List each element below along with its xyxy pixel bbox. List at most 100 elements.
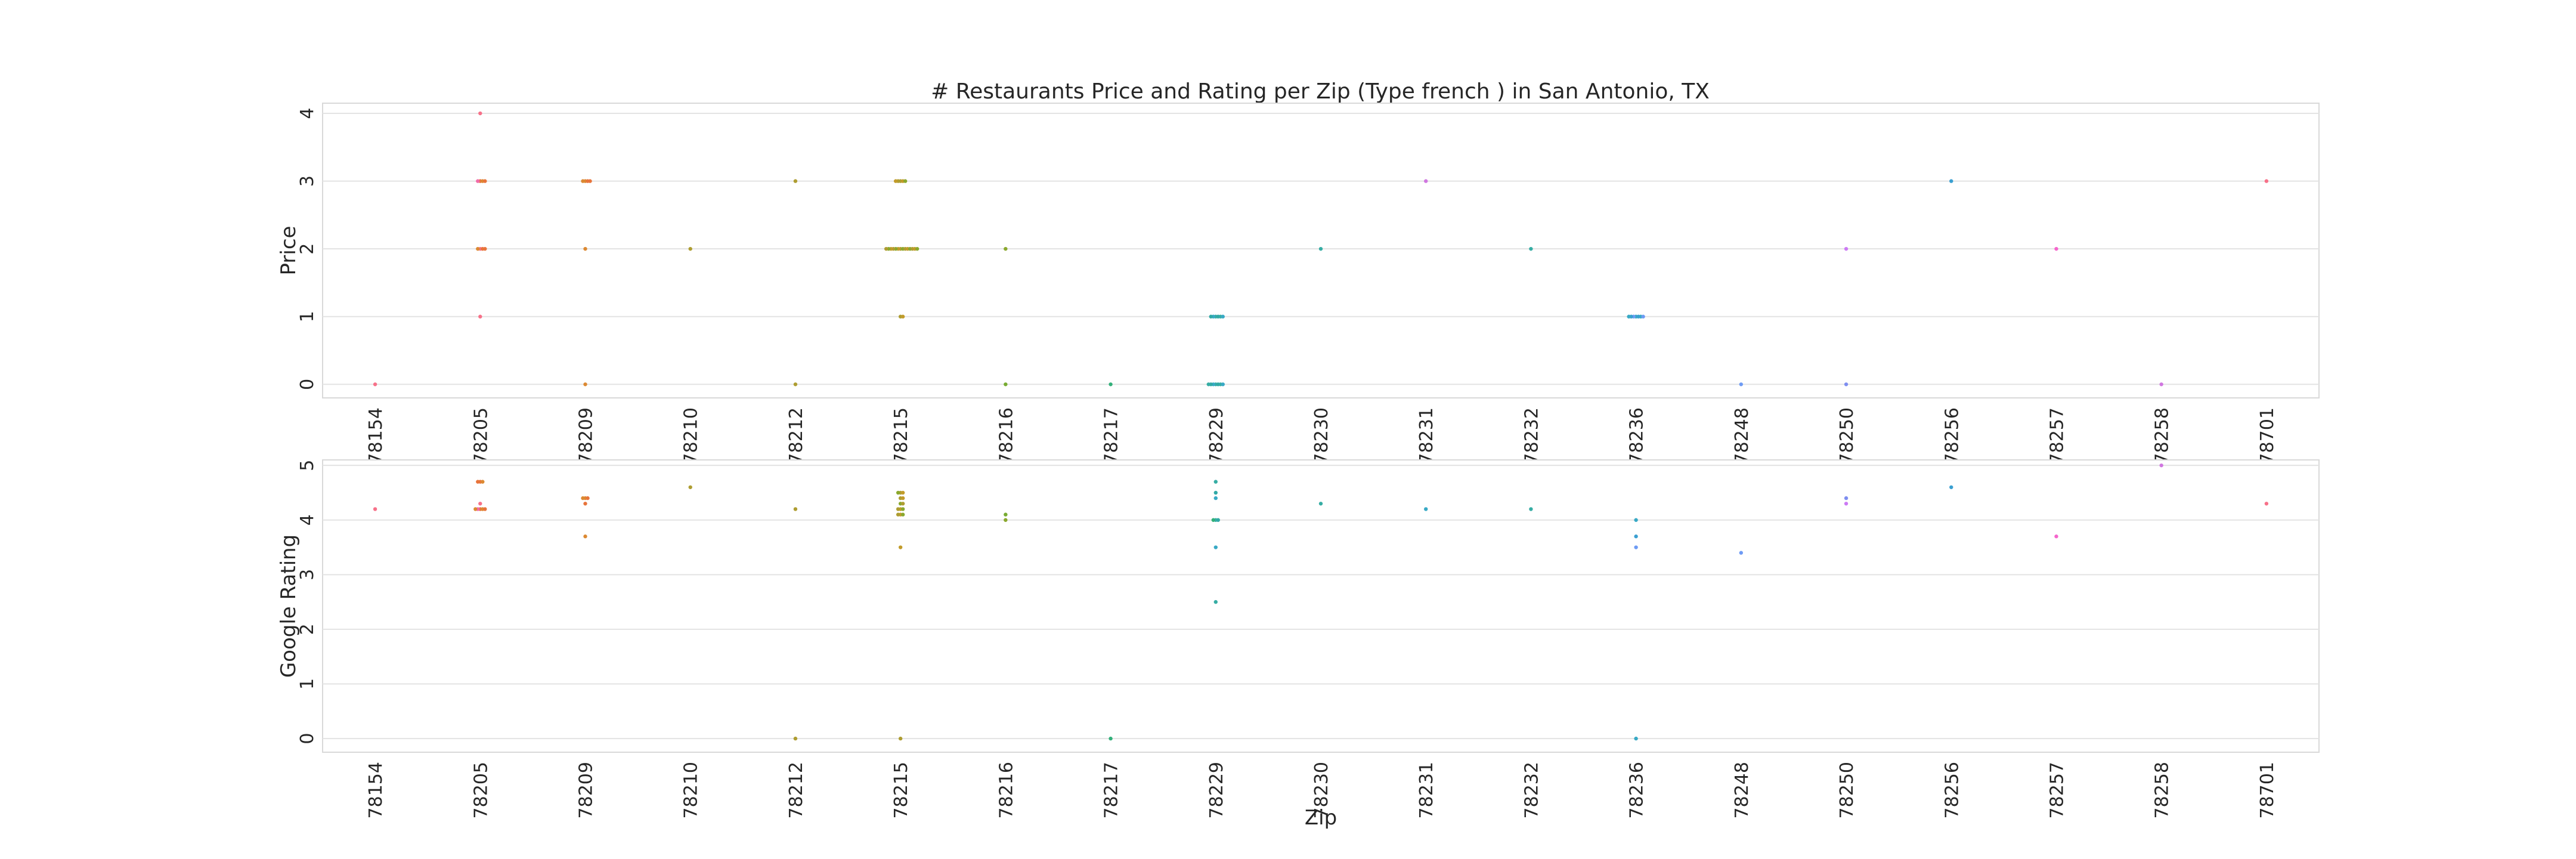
data-point [478,314,482,319]
data-point [1634,736,1638,741]
y-tick-label: 1 [297,311,318,322]
y-tick-label: 2 [297,623,318,635]
x-tick-label: 78258 [2152,762,2173,818]
data-point [900,512,905,517]
data-point [900,314,905,319]
x-tick-label: 78205 [470,762,491,818]
data-point [1004,246,1008,251]
x-tick-label: 78248 [1732,407,1753,464]
x-tick-label: 78236 [1627,407,1648,464]
x-tick-label: 78209 [576,762,597,818]
data-point [1216,518,1220,522]
data-point [2159,382,2163,387]
x-tick-label: 78216 [996,407,1017,464]
data-point [793,736,798,741]
data-point [896,507,900,511]
data-point [793,382,798,387]
x-tick-label: 78256 [1942,762,1962,818]
x-tick-label: 78230 [1311,407,1332,464]
data-point [1206,382,1210,387]
data-point [1424,179,1428,183]
data-point [476,179,480,183]
y-axis-label: Price [277,226,301,276]
y-tick-label: 2 [297,243,318,255]
price-panel: 0 1 2 3 4 78154 78205 78209 78210 78212 78215 78216… [277,103,2320,464]
data-point [2159,463,2163,468]
data-point [903,179,908,183]
data-point [1949,485,1953,489]
data-point [1739,551,1744,555]
y-tick-label: 4 [297,107,318,119]
x-tick-label: 78217 [1101,762,1122,818]
data-point [1004,512,1008,517]
data-point [1529,246,1533,251]
x-tick-label: 78215 [891,762,912,818]
data-point [900,490,905,495]
data-point [483,246,487,251]
data-point [583,502,587,506]
data-point [688,485,692,489]
x-tick-label: 78210 [681,762,702,818]
data-point [893,179,898,183]
x-tick-label: 78229 [1206,407,1227,464]
data-point [1109,382,1113,387]
data-point [900,496,905,500]
x-tick-label: 78250 [1837,762,1857,818]
data-point [2054,246,2058,251]
data-point [478,111,482,116]
data-point [688,246,692,251]
data-point [2264,179,2269,183]
x-tick-label: 78232 [1521,762,1542,818]
x-tick-label: 78701 [2257,762,2278,818]
data-point [476,246,480,251]
x-tick-label: 78229 [1206,762,1227,818]
data-point [583,382,587,387]
data-point [483,507,487,511]
data-point [581,179,585,183]
data-point [1211,518,1215,522]
data-point [898,736,903,741]
data-point [1221,314,1225,319]
x-tick-label: 78217 [1101,407,1122,464]
y-tick-label: 0 [297,733,318,744]
data-point [1424,507,1428,511]
y-tick-label: 3 [297,569,318,580]
data-point [478,502,482,506]
y-tick-label: 5 [297,460,318,471]
x-tick-label: 78215 [891,407,912,464]
data-point [896,512,900,517]
x-tick-label: 78205 [470,407,491,464]
data-point [373,382,377,387]
data-point [1627,314,1631,319]
data-point [1529,507,1533,511]
data-point [1213,600,1218,604]
data-point [1844,246,1849,251]
data-point [481,480,485,484]
data-point [1004,382,1008,387]
y-tick-label: 0 [297,379,318,390]
x-tick-label: 78248 [1732,762,1753,818]
data-point [1739,382,1744,387]
data-point [898,545,903,549]
data-point [583,534,587,539]
x-tick-label: 78209 [576,407,597,464]
data-point [588,179,592,183]
x-tick-label: 78250 [1837,407,1857,464]
data-point [1634,518,1638,522]
rating-panel: 0 1 2 3 4 5 78154 78205 78209 78210 78212 78215 7821… [277,459,2320,830]
y-tick-label: 3 [297,175,318,187]
data-point [1844,502,1849,506]
x-tick-label: 78257 [2046,762,2067,818]
data-point [1949,179,1953,183]
data-point [586,496,590,500]
x-tick-label: 78256 [1942,407,1962,464]
data-point [476,480,480,484]
x-tick-label: 78701 [2257,407,2278,464]
data-point [884,246,888,251]
data-point [2264,502,2269,506]
x-tick-label: 78231 [1416,407,1437,464]
data-point [473,507,478,511]
x-tick-label: 78154 [366,762,386,818]
data-point [1844,382,1849,387]
